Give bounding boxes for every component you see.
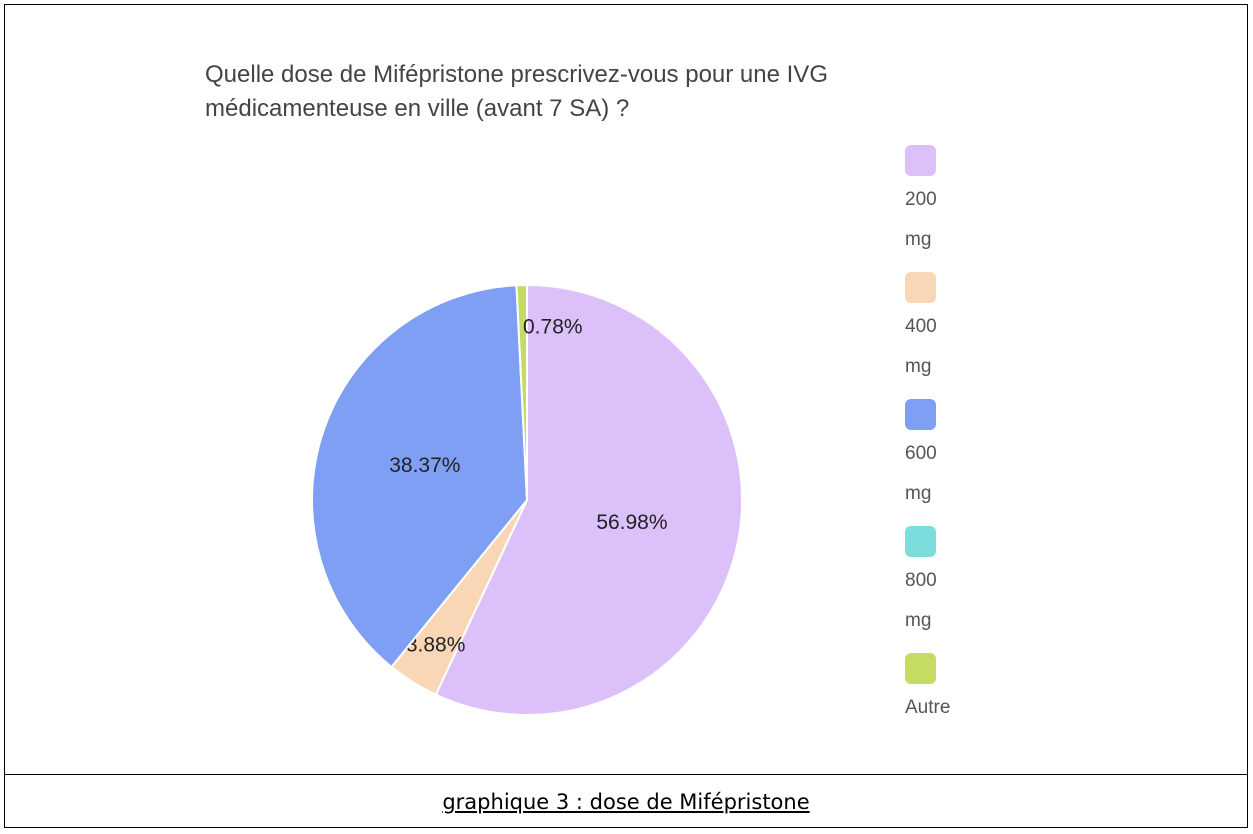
legend-swatch xyxy=(905,526,936,557)
caption: graphique 3 : dose de Mifépristone xyxy=(442,790,810,814)
legend-item: 400 mg xyxy=(905,272,965,387)
legend-item: 800 mg xyxy=(905,526,965,641)
legend-label: Autre xyxy=(905,697,951,718)
legend-item: Autre xyxy=(905,653,965,728)
slice-label: 3.88% xyxy=(406,633,466,656)
frame xyxy=(4,4,1248,828)
pie-slice xyxy=(515,283,528,501)
chart-title: Quelle dose de Mifépristone prescrivez-v… xyxy=(205,61,828,122)
legend-item: 600 mg xyxy=(905,399,965,514)
legend-swatch xyxy=(905,145,936,176)
slice-label: 56.98% xyxy=(596,511,667,534)
legend-swatch xyxy=(905,272,936,303)
pie-slice xyxy=(434,283,743,716)
legend-label: 600 mg xyxy=(905,443,937,504)
legend-swatch xyxy=(905,399,936,430)
legend-label: 800 mg xyxy=(905,570,937,631)
legend-label: 400 mg xyxy=(905,316,937,377)
legend-swatch xyxy=(905,653,936,684)
pie-slice xyxy=(311,284,529,669)
legend-item: 200 mg xyxy=(905,145,965,260)
legend-label: 200 mg xyxy=(905,189,937,250)
separator xyxy=(4,774,1248,775)
slice-label: 38.37% xyxy=(389,454,460,477)
slice-label: 0.78% xyxy=(523,316,583,339)
